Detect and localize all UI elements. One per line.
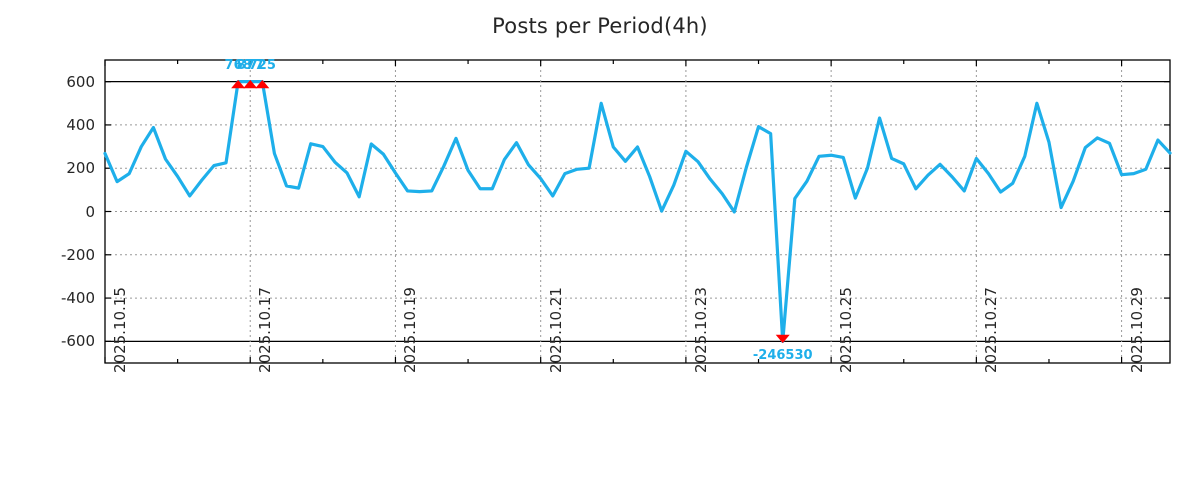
x-axis-tick-label: 2025.10.27: [982, 287, 1001, 373]
axis-tickmarks: [104, 60, 1170, 363]
peak-marker-triangle: [231, 79, 246, 89]
x-axis-tick-label: 2025.10.23: [691, 287, 710, 373]
trough-value-label: -246530: [752, 348, 813, 364]
data-series-group: [103, 80, 1172, 343]
y-axis-tick-label: 600: [66, 72, 95, 91]
y-axis-tick-label: 0: [85, 202, 95, 221]
extreme-value-markers: [231, 79, 790, 344]
peak-value-label: 877: [236, 57, 264, 73]
x-axis-tick-label: 2025.10.25: [837, 287, 856, 373]
y-axis-tick-label: -400: [60, 289, 95, 308]
x-axis-tick-label: 2025.10.29: [1127, 287, 1146, 373]
y-axis-tick-label: 200: [66, 159, 95, 178]
y-axis-tick-label: -200: [60, 245, 95, 264]
x-axis-tick-label: 2025.10.17: [256, 287, 275, 373]
x-axis-tick-label: 2025.10.19: [401, 287, 420, 373]
y-axis-tick-label: 400: [66, 115, 95, 134]
y-axis-tick-label: -600: [60, 332, 95, 351]
peak-marker-triangle: [255, 79, 270, 89]
peak-marker-triangle: [243, 79, 258, 89]
peak-value-label: 768: [224, 57, 252, 73]
x-axis-tick-label: 2025.10.21: [546, 287, 565, 373]
peak-value-label: 725: [248, 57, 276, 73]
trough-marker-triangle: [775, 334, 790, 344]
x-axis-tick-label: 2025.10.15: [111, 287, 129, 373]
page-title: Posts per Period(4h): [492, 14, 708, 38]
